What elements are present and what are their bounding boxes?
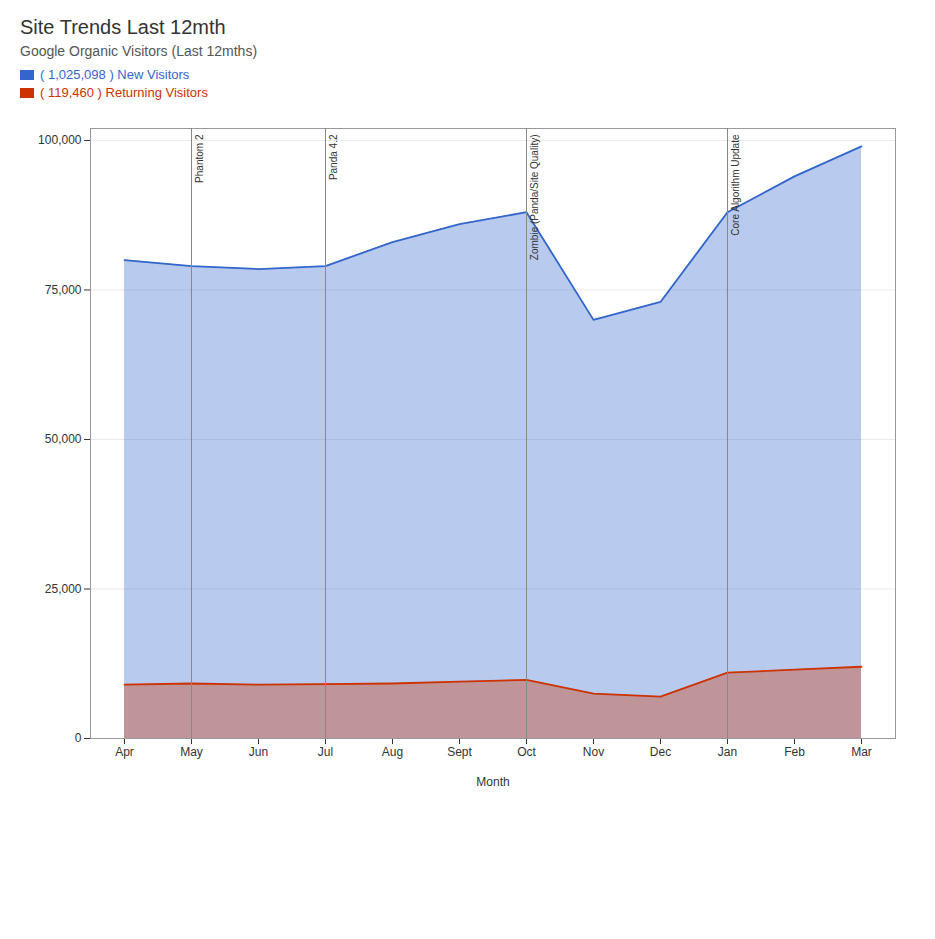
svg-text:Core Algorithm Update: Core Algorithm Update (730, 134, 741, 236)
svg-text:Nov: Nov (583, 745, 604, 759)
svg-text:50,000: 50,000 (45, 432, 82, 446)
svg-text:May: May (180, 745, 203, 759)
svg-text:Feb: Feb (784, 745, 805, 759)
svg-text:75,000: 75,000 (45, 283, 82, 297)
html-text:Site Trends Last 12mth: Site Trends Last 12mth (20, 16, 226, 38)
svg-text:100,000: 100,000 (38, 133, 82, 147)
svg-text:Oct: Oct (517, 745, 536, 759)
svg-text:Jul: Jul (318, 745, 333, 759)
svg-text:Panda 4.2: Panda 4.2 (328, 134, 339, 180)
svg-text:Dec: Dec (650, 745, 671, 759)
svg-text:Zombie (Panda/Site Quality): Zombie (Panda/Site Quality) (529, 135, 540, 261)
svg-text:Apr: Apr (115, 745, 134, 759)
svg-text:0: 0 (75, 731, 82, 745)
svg-text:Jun: Jun (249, 745, 268, 759)
html-text:( 1,025,098 ) New Visitors: ( 1,025,098 ) New Visitors (40, 67, 190, 82)
html-text:Google Organic Visitors (Last: Google Organic Visitors (Last 12mths) (20, 43, 258, 59)
svg-text:Month: Month (476, 775, 509, 789)
svg-text:Phantom 2: Phantom 2 (194, 134, 205, 183)
svg-text:25,000: 25,000 (45, 582, 82, 596)
svg-text:Sept: Sept (447, 745, 472, 759)
svg-text:Mar: Mar (851, 745, 872, 759)
html-text:( 119,460 ) Returning Visitors: ( 119,460 ) Returning Visitors (40, 85, 208, 100)
svg-text:Jan: Jan (718, 745, 737, 759)
svg-text:Aug: Aug (382, 745, 403, 759)
